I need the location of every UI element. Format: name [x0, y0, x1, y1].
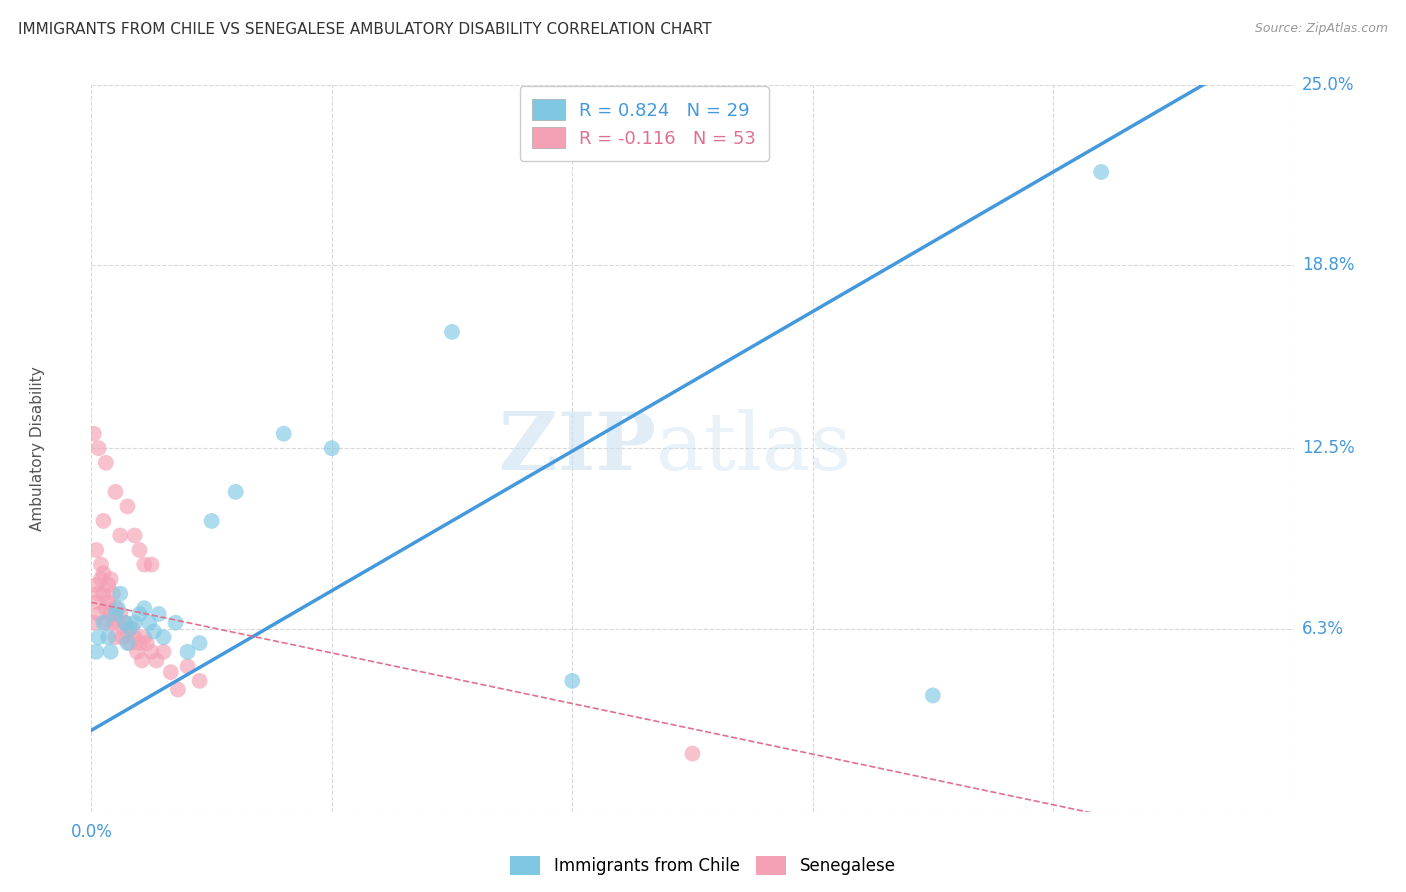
Point [114, 615, 136, 630]
Point [124, 615, 146, 630]
Point [135, 636, 157, 650]
Text: 0.0%: 0.0% [70, 823, 112, 841]
Legend: Immigrants from Chile, Senegalese: Immigrants from Chile, Senegalese [503, 849, 903, 882]
Point [101, 615, 124, 630]
Point [104, 484, 127, 499]
Point [87, 630, 110, 644]
Point [128, 543, 150, 558]
Point [110, 528, 132, 542]
Point [1090, 165, 1112, 179]
Point [188, 636, 211, 650]
Point [93, 615, 115, 630]
Point [138, 615, 160, 630]
Point [561, 673, 583, 688]
Text: ZIP: ZIP [499, 409, 657, 487]
Point [681, 747, 703, 761]
Point [90, 558, 112, 572]
Point [84, 543, 107, 558]
Point [134, 601, 156, 615]
Legend: R = 0.824   N = 29, R = -0.116   N = 53: R = 0.824 N = 29, R = -0.116 N = 53 [520, 87, 769, 161]
Point [90, 572, 112, 586]
Point [148, 607, 170, 621]
Point [100, 572, 122, 586]
Point [94, 456, 117, 470]
Text: 25.0%: 25.0% [1302, 76, 1354, 94]
Point [104, 601, 127, 615]
Point [125, 645, 148, 659]
Point [117, 500, 139, 514]
Point [117, 636, 139, 650]
Point [83, 615, 105, 630]
Point [165, 615, 187, 630]
Point [159, 665, 181, 680]
Point [142, 624, 165, 639]
Text: atlas: atlas [657, 409, 852, 487]
Point [321, 442, 343, 455]
Point [117, 624, 139, 639]
Point [104, 607, 127, 621]
Point [152, 645, 174, 659]
Point [167, 682, 190, 697]
Point [84, 645, 107, 659]
Point [134, 630, 156, 644]
Point [128, 636, 150, 650]
Point [152, 630, 174, 644]
Point [87, 587, 110, 601]
Point [93, 514, 115, 528]
Point [87, 607, 110, 621]
Point [100, 645, 122, 659]
Point [124, 630, 146, 644]
Point [100, 607, 122, 621]
Point [104, 630, 127, 644]
Point [141, 558, 163, 572]
Point [111, 630, 134, 644]
Point [107, 615, 129, 630]
Text: 18.8%: 18.8% [1302, 256, 1354, 274]
Point [440, 325, 463, 339]
Point [176, 659, 198, 673]
Point [128, 607, 150, 621]
Point [87, 442, 110, 455]
Point [110, 607, 132, 621]
Point [114, 615, 136, 630]
Point [134, 558, 156, 572]
Point [188, 673, 211, 688]
Text: Source: ZipAtlas.com: Source: ZipAtlas.com [1254, 22, 1388, 36]
Point [97, 630, 120, 644]
Point [94, 601, 117, 615]
Point [93, 587, 115, 601]
Text: 6.3%: 6.3% [1302, 620, 1344, 638]
Point [83, 426, 105, 441]
Point [84, 595, 107, 609]
Text: Ambulatory Disability: Ambulatory Disability [30, 366, 45, 531]
Point [118, 636, 141, 650]
Point [201, 514, 224, 528]
Point [131, 653, 153, 667]
Point [101, 587, 124, 601]
Point [141, 645, 163, 659]
Point [124, 528, 146, 542]
Text: IMMIGRANTS FROM CHILE VS SENEGALESE AMBULATORY DISABILITY CORRELATION CHART: IMMIGRANTS FROM CHILE VS SENEGALESE AMBU… [18, 22, 711, 37]
Point [922, 689, 945, 703]
Text: 12.5%: 12.5% [1302, 439, 1354, 458]
Point [118, 622, 141, 636]
Point [121, 622, 143, 636]
Point [107, 601, 129, 615]
Point [110, 587, 132, 601]
Point [93, 566, 115, 581]
Point [273, 426, 295, 441]
Point [94, 615, 117, 630]
Point [225, 484, 247, 499]
Point [97, 578, 120, 592]
Point [97, 595, 120, 609]
Point [145, 653, 167, 667]
Point [176, 645, 198, 659]
Point [84, 578, 107, 592]
